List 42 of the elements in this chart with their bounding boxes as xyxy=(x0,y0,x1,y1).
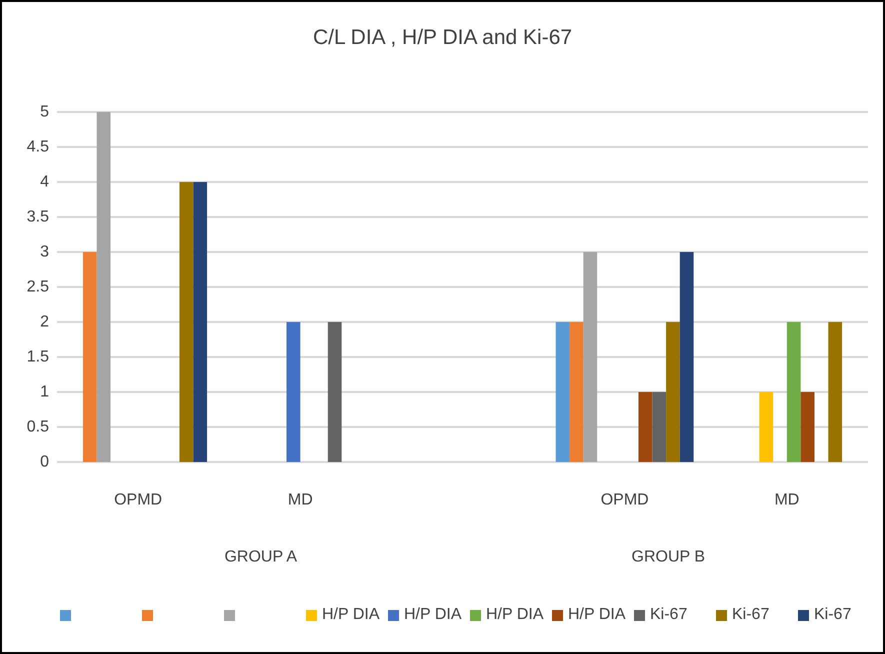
bar xyxy=(828,322,842,462)
x-tick-label: MD xyxy=(774,492,800,508)
bar xyxy=(328,322,342,462)
x-tick-label: OPMD xyxy=(600,492,649,508)
bar xyxy=(759,392,774,462)
bar xyxy=(556,322,570,462)
bar xyxy=(638,392,652,462)
bar xyxy=(666,322,680,462)
bar xyxy=(652,392,666,462)
y-tick-label: 2 xyxy=(40,314,50,330)
chart-title: C/L DIA , H/P DIA and Ki-67 xyxy=(312,26,572,49)
y-tick-label: 1 xyxy=(40,384,50,400)
bar xyxy=(179,182,194,462)
y-tick-label: 4.5 xyxy=(26,138,50,156)
bar xyxy=(680,252,694,462)
legend-label: Ki-67 xyxy=(650,606,688,624)
bar xyxy=(800,392,814,462)
y-tick-label: 4 xyxy=(40,174,50,190)
legend-label: H/P DIA xyxy=(404,606,462,624)
legend-label: Ki-67 xyxy=(814,606,852,624)
legend-label: H/P DIA xyxy=(568,606,626,624)
y-tick-label: 2.5 xyxy=(26,278,50,296)
legend-label: H/P DIA xyxy=(322,606,380,624)
bar xyxy=(570,322,584,462)
text: GROUP B xyxy=(632,548,705,566)
y-tick-label: 3 xyxy=(40,244,50,260)
bar xyxy=(286,322,300,462)
text: GROUP A xyxy=(224,548,298,566)
y-tick-label: 3.5 xyxy=(26,208,50,226)
bar xyxy=(96,112,111,462)
y-tick-label: 0.5 xyxy=(26,418,50,436)
bar xyxy=(786,322,801,462)
bar xyxy=(82,252,97,462)
y-tick-label: 1.5 xyxy=(26,348,50,366)
bar xyxy=(583,252,598,462)
bar xyxy=(193,182,208,462)
x-tick-label: MD xyxy=(288,492,313,508)
y-tick-label: 5 xyxy=(40,104,50,120)
x-tick-label: OPMD xyxy=(114,492,162,508)
legend-label: H/P DIA xyxy=(486,606,544,624)
y-tick-label: 0 xyxy=(40,454,50,470)
legend-label: Ki-67 xyxy=(732,606,770,624)
